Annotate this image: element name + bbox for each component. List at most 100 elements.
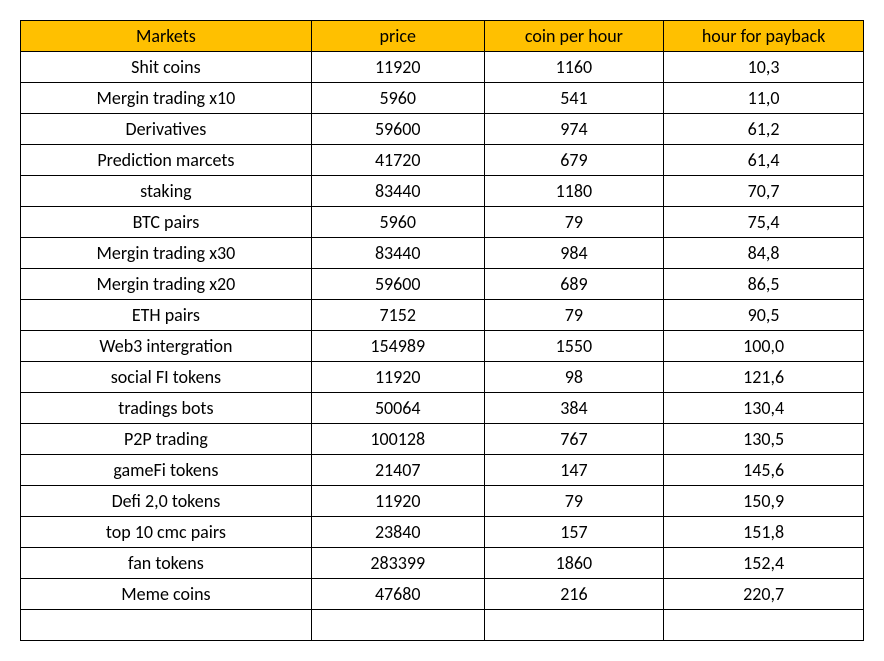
cell-price: 100128 bbox=[311, 424, 484, 455]
cell-cph: 984 bbox=[484, 238, 663, 269]
table-row: staking83440118070,7 bbox=[21, 176, 864, 207]
markets-table: Markets price coin per hour hour for pay… bbox=[20, 20, 864, 641]
cell-cph: 79 bbox=[484, 300, 663, 331]
cell-price: 5960 bbox=[311, 83, 484, 114]
table-row: Web3 intergration1549891550100,0 bbox=[21, 331, 864, 362]
cell-price: 154989 bbox=[311, 331, 484, 362]
cell-payback: 145,6 bbox=[664, 455, 864, 486]
cell-cph: 98 bbox=[484, 362, 663, 393]
cell-markets: Shit coins bbox=[21, 52, 312, 83]
cell-payback: 61,4 bbox=[664, 145, 864, 176]
cell-markets: Mergin trading x10 bbox=[21, 83, 312, 114]
cell-markets: staking bbox=[21, 176, 312, 207]
cell-cph: 79 bbox=[484, 486, 663, 517]
cell-cph: 541 bbox=[484, 83, 663, 114]
cell-markets: ETH pairs bbox=[21, 300, 312, 331]
table-row: Meme coins47680216220,7 bbox=[21, 579, 864, 610]
cell-markets: Meme coins bbox=[21, 579, 312, 610]
cell-markets: P2P trading bbox=[21, 424, 312, 455]
header-markets: Markets bbox=[21, 21, 312, 52]
cell-cph: 1180 bbox=[484, 176, 663, 207]
header-cph: coin per hour bbox=[484, 21, 663, 52]
cell-cph: 216 bbox=[484, 579, 663, 610]
cell-markets: Defi 2,0 tokens bbox=[21, 486, 312, 517]
cell-cph: 157 bbox=[484, 517, 663, 548]
cell-markets: Derivatives bbox=[21, 114, 312, 145]
table-row-empty bbox=[21, 610, 864, 641]
cell-markets: social FI tokens bbox=[21, 362, 312, 393]
table-row: ETH pairs71527990,5 bbox=[21, 300, 864, 331]
table-row: Mergin trading x10596054111,0 bbox=[21, 83, 864, 114]
cell-price: 21407 bbox=[311, 455, 484, 486]
table-row: Prediction marcets4172067961,4 bbox=[21, 145, 864, 176]
cell-price: 7152 bbox=[311, 300, 484, 331]
cell-price: 59600 bbox=[311, 269, 484, 300]
table-row: Mergin trading x308344098484,8 bbox=[21, 238, 864, 269]
cell-payback: 121,6 bbox=[664, 362, 864, 393]
cell-markets: Prediction marcets bbox=[21, 145, 312, 176]
cell-price: 83440 bbox=[311, 238, 484, 269]
header-row: Markets price coin per hour hour for pay… bbox=[21, 21, 864, 52]
cell-empty bbox=[21, 610, 312, 641]
cell-markets: BTC pairs bbox=[21, 207, 312, 238]
cell-markets: tradings bots bbox=[21, 393, 312, 424]
cell-payback: 151,8 bbox=[664, 517, 864, 548]
cell-price: 83440 bbox=[311, 176, 484, 207]
header-payback: hour for payback bbox=[664, 21, 864, 52]
cell-payback: 130,5 bbox=[664, 424, 864, 455]
cell-cph: 679 bbox=[484, 145, 663, 176]
cell-payback: 220,7 bbox=[664, 579, 864, 610]
cell-payback: 61,2 bbox=[664, 114, 864, 145]
table-row: tradings bots50064384130,4 bbox=[21, 393, 864, 424]
header-price: price bbox=[311, 21, 484, 52]
cell-markets: gameFi tokens bbox=[21, 455, 312, 486]
cell-empty bbox=[484, 610, 663, 641]
cell-payback: 150,9 bbox=[664, 486, 864, 517]
cell-price: 11920 bbox=[311, 362, 484, 393]
cell-price: 11920 bbox=[311, 52, 484, 83]
cell-cph: 1550 bbox=[484, 331, 663, 362]
table-row: BTC pairs59607975,4 bbox=[21, 207, 864, 238]
cell-payback: 70,7 bbox=[664, 176, 864, 207]
table-row: Shit coins11920116010,3 bbox=[21, 52, 864, 83]
cell-cph: 1860 bbox=[484, 548, 663, 579]
cell-payback: 84,8 bbox=[664, 238, 864, 269]
cell-cph: 384 bbox=[484, 393, 663, 424]
cell-price: 47680 bbox=[311, 579, 484, 610]
table-row: Defi 2,0 tokens1192079150,9 bbox=[21, 486, 864, 517]
cell-payback: 152,4 bbox=[664, 548, 864, 579]
table-row: social FI tokens1192098121,6 bbox=[21, 362, 864, 393]
table-row: top 10 cmc pairs23840157151,8 bbox=[21, 517, 864, 548]
cell-markets: Mergin trading x20 bbox=[21, 269, 312, 300]
table-row: gameFi tokens21407147145,6 bbox=[21, 455, 864, 486]
cell-payback: 75,4 bbox=[664, 207, 864, 238]
table-row: fan tokens2833991860152,4 bbox=[21, 548, 864, 579]
cell-markets: Web3 intergration bbox=[21, 331, 312, 362]
cell-cph: 974 bbox=[484, 114, 663, 145]
cell-empty bbox=[664, 610, 864, 641]
cell-cph: 1160 bbox=[484, 52, 663, 83]
cell-markets: top 10 cmc pairs bbox=[21, 517, 312, 548]
cell-payback: 100,0 bbox=[664, 331, 864, 362]
cell-payback: 130,4 bbox=[664, 393, 864, 424]
cell-cph: 147 bbox=[484, 455, 663, 486]
table-row: Mergin trading x205960068986,5 bbox=[21, 269, 864, 300]
cell-price: 5960 bbox=[311, 207, 484, 238]
cell-payback: 90,5 bbox=[664, 300, 864, 331]
table-body: Shit coins11920116010,3Mergin trading x1… bbox=[21, 52, 864, 641]
cell-price: 50064 bbox=[311, 393, 484, 424]
cell-payback: 86,5 bbox=[664, 269, 864, 300]
cell-price: 283399 bbox=[311, 548, 484, 579]
cell-markets: fan tokens bbox=[21, 548, 312, 579]
cell-cph: 689 bbox=[484, 269, 663, 300]
cell-cph: 79 bbox=[484, 207, 663, 238]
cell-price: 11920 bbox=[311, 486, 484, 517]
cell-empty bbox=[311, 610, 484, 641]
table-row: P2P trading100128767130,5 bbox=[21, 424, 864, 455]
cell-markets: Mergin trading x30 bbox=[21, 238, 312, 269]
cell-price: 23840 bbox=[311, 517, 484, 548]
cell-payback: 10,3 bbox=[664, 52, 864, 83]
cell-price: 59600 bbox=[311, 114, 484, 145]
cell-price: 41720 bbox=[311, 145, 484, 176]
table-row: Derivatives5960097461,2 bbox=[21, 114, 864, 145]
